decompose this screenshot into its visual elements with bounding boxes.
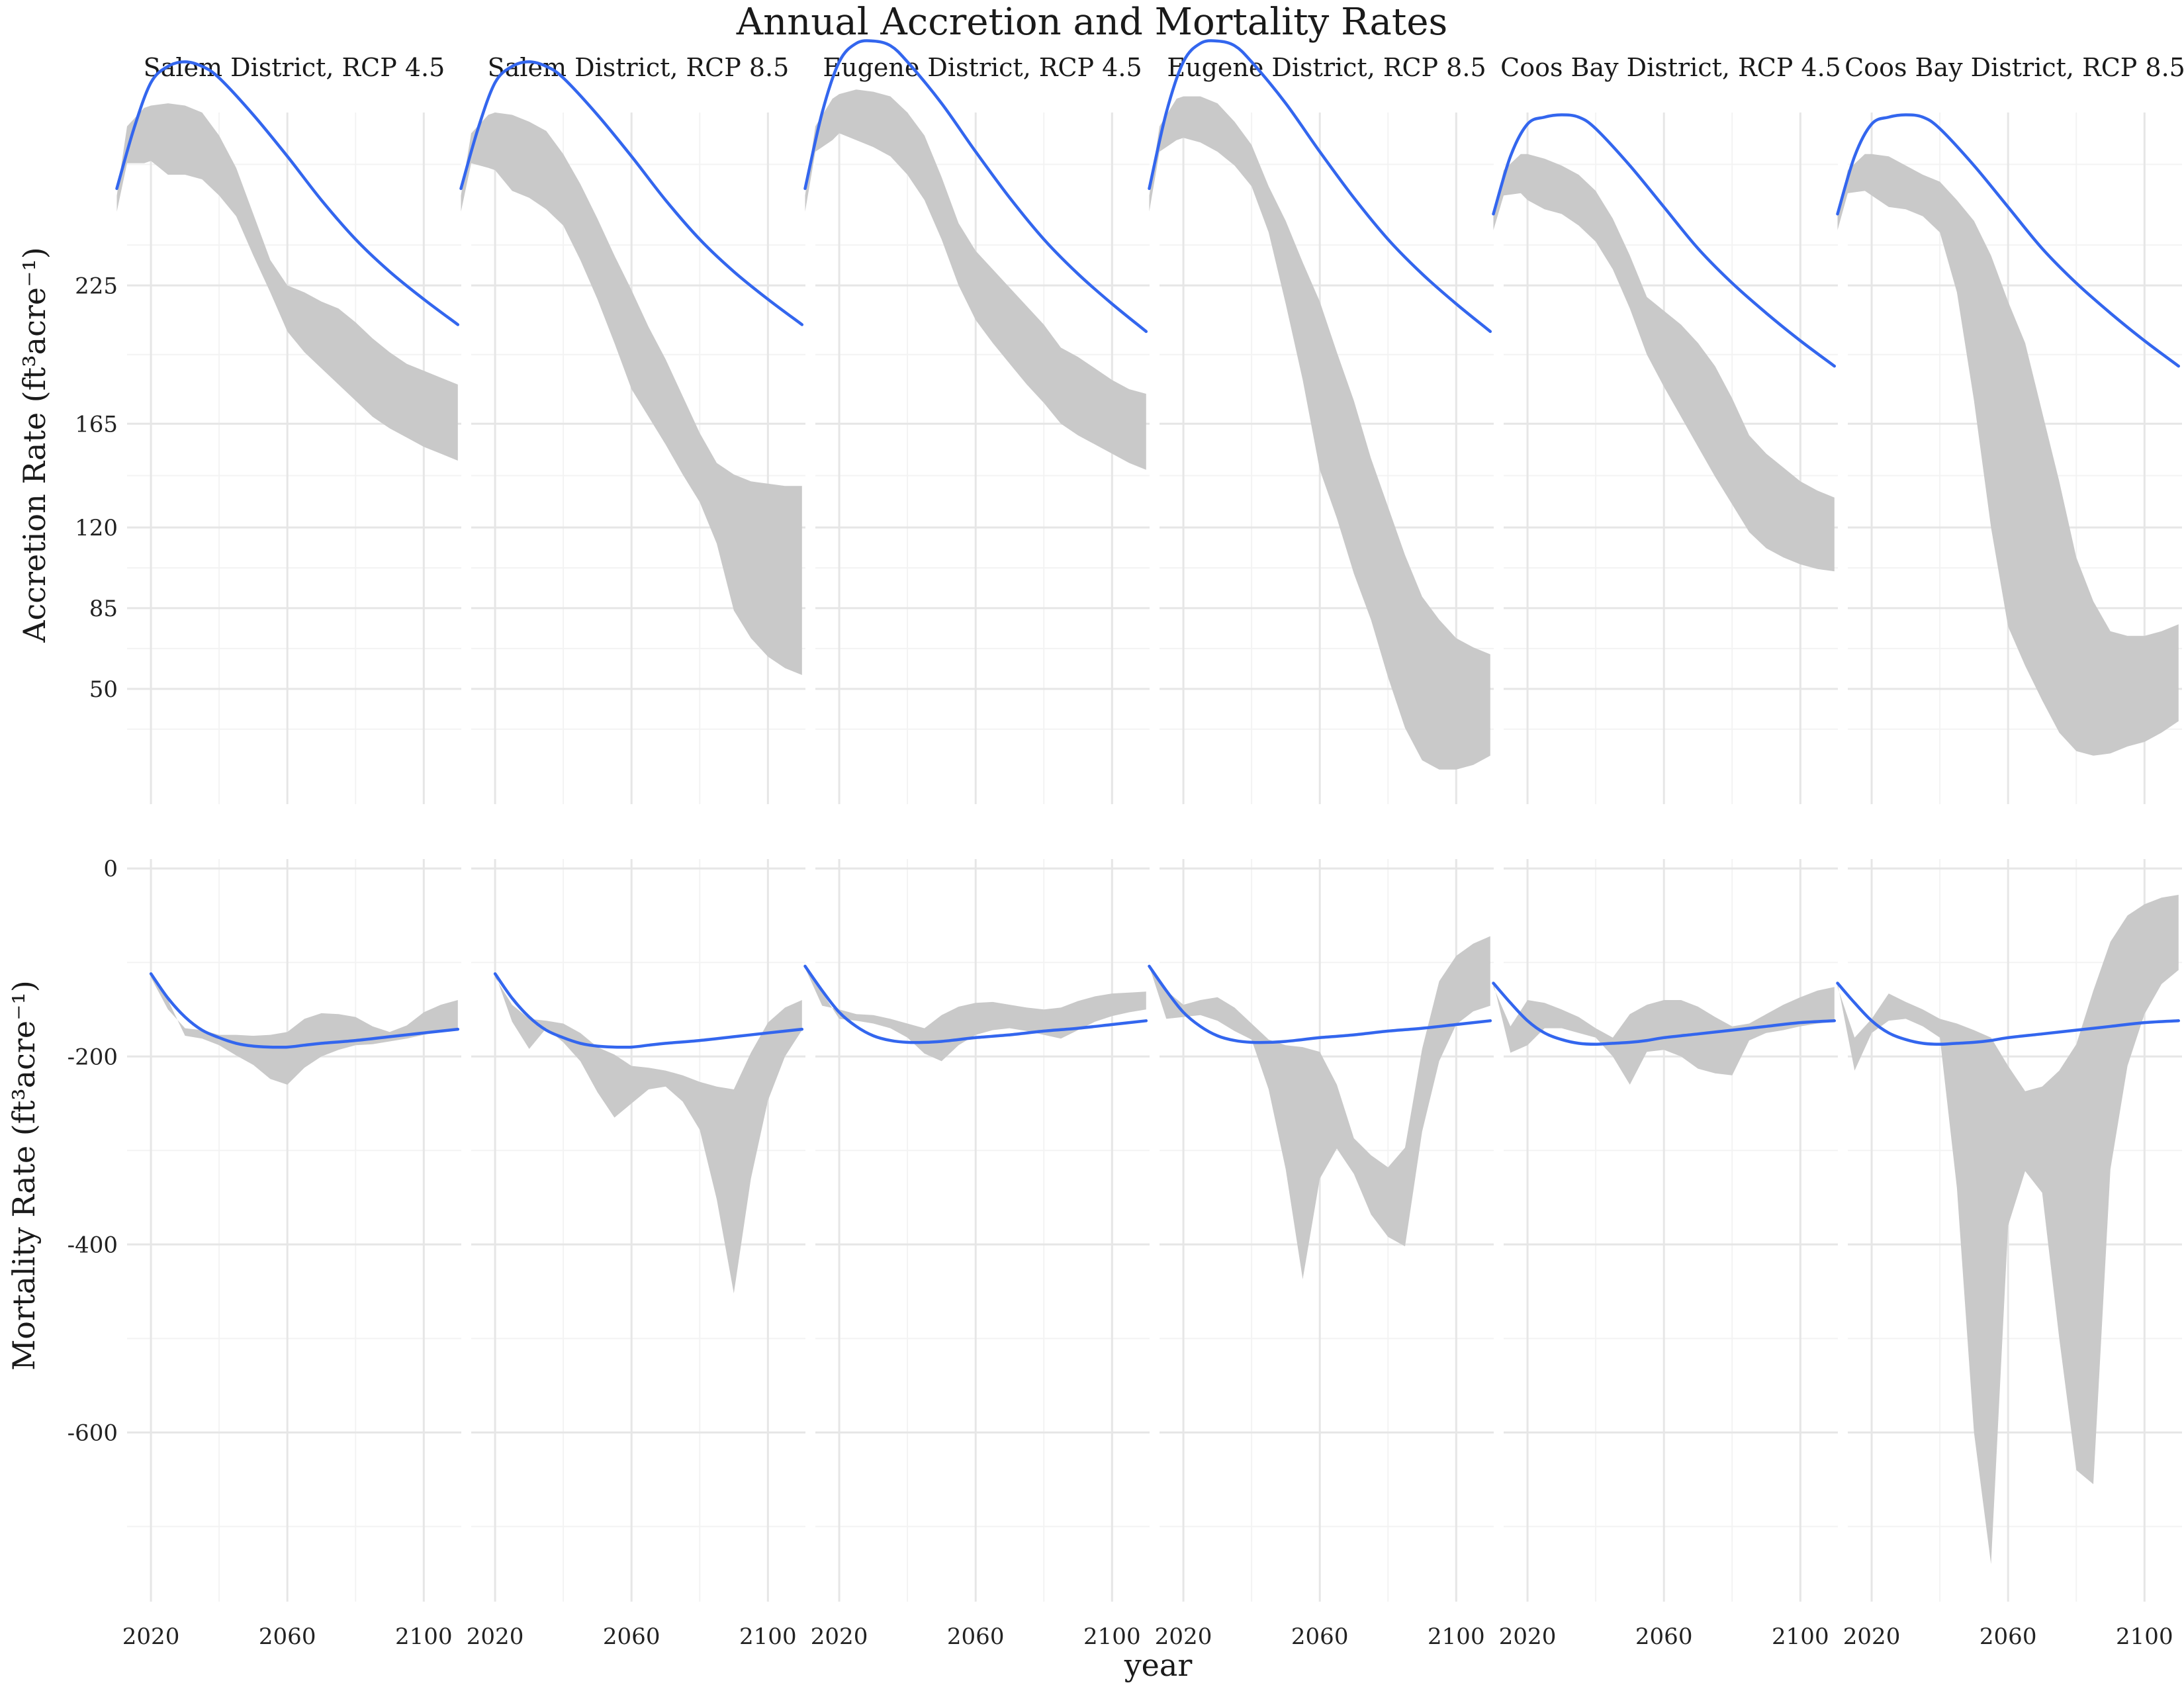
trend-line: [1148, 964, 1492, 1044]
panel: [1148, 39, 1494, 804]
trend-line: [803, 964, 1148, 1044]
chart-title: Annual Accretion and Mortality Rates: [736, 1, 1448, 44]
y-axis-title-mortality: Mortality Rate (ft³acre⁻¹): [6, 980, 42, 1371]
uncertainty-ribbon: [495, 974, 802, 1294]
x-tick-label: 2020: [467, 1623, 524, 1650]
panel: [803, 859, 1150, 1602]
x-tick-label: 2100: [1772, 1623, 1829, 1650]
trend-line: [493, 972, 804, 1049]
x-tick-label: 2060: [259, 1623, 316, 1650]
trend-line: [459, 60, 804, 326]
panel-strip-title: Salem District, RCP 4.5: [144, 53, 445, 82]
x-tick-label: 2020: [1843, 1623, 1901, 1650]
x-tick-label: 2100: [1428, 1623, 1485, 1650]
x-tick-label: 2060: [1979, 1623, 2037, 1650]
y-tick-label: -600: [68, 1420, 118, 1446]
panel: [1836, 113, 2182, 804]
y-tick-label: 120: [75, 515, 118, 541]
uncertainty-ribbon: [1493, 983, 1835, 1085]
trend-line: [115, 60, 460, 326]
panel-strip-title: Coos Bay District, RCP 8.5: [1844, 53, 2184, 82]
panels-layer: Salem District, RCP 4.5 Salem District, R…: [68, 39, 2184, 1650]
trend-line: [1492, 113, 1837, 368]
y-tick-label: 165: [75, 411, 118, 437]
trend-line: [1836, 982, 2181, 1046]
uncertainty-ribbon: [805, 89, 1146, 470]
x-tick-label: 2100: [739, 1623, 797, 1650]
y-axis-title-accretion: Accretion Rate (ft³acre⁻¹): [17, 247, 52, 643]
uncertainty-ribbon: [151, 974, 458, 1085]
y-tick-label: 85: [89, 596, 118, 622]
uncertainty-ribbon: [1493, 154, 1835, 572]
trend-line: [1836, 113, 2181, 368]
uncertainty-ribbon: [1149, 96, 1490, 770]
panel: [1492, 113, 1838, 804]
y-tick-label: 50: [89, 676, 118, 703]
y-tick-label: -400: [68, 1232, 118, 1258]
x-tick-label: 2060: [1635, 1623, 1693, 1650]
panel: [127, 859, 461, 1602]
panel: [115, 60, 461, 804]
y-tick-label: 225: [75, 273, 118, 299]
uncertainty-ribbon: [116, 103, 458, 461]
trend-line: [1148, 39, 1492, 334]
y-tick-label: -200: [68, 1044, 118, 1070]
x-tick-label: 2020: [811, 1623, 868, 1650]
trend-line: [1492, 982, 1837, 1046]
panel: [471, 859, 805, 1602]
uncertainty-ribbon: [1837, 154, 2179, 756]
x-tick-label: 2020: [1155, 1623, 1212, 1650]
panel: [459, 60, 805, 804]
x-axis-title: year: [1124, 1647, 1193, 1683]
panel-strip-title: Salem District, RCP 8.5: [488, 53, 790, 82]
x-tick-label: 2060: [603, 1623, 660, 1650]
trend-line: [803, 39, 1148, 334]
uncertainty-ribbon: [1149, 936, 1490, 1279]
uncertainty-ribbon: [805, 966, 1146, 1062]
x-tick-label: 2100: [395, 1623, 453, 1650]
x-tick-label: 2020: [122, 1623, 180, 1650]
uncertainty-ribbon: [1837, 895, 2179, 1565]
panel: [1492, 859, 1838, 1602]
panel-strip-title: Eugene District, RCP 4.5: [823, 53, 1142, 82]
x-tick-label: 2100: [2116, 1623, 2173, 1650]
panel-strip-title: Coos Bay District, RCP 4.5: [1500, 53, 1841, 82]
x-tick-label: 2060: [1291, 1623, 1349, 1650]
panel: [1148, 859, 1494, 1602]
panel-strip-title: Eugene District, RCP 8.5: [1167, 53, 1486, 82]
panel: [803, 39, 1150, 804]
x-tick-label: 2020: [1499, 1623, 1557, 1650]
x-tick-label: 2060: [947, 1623, 1005, 1650]
x-tick-label: 2100: [1083, 1623, 1141, 1650]
panel: [1836, 859, 2182, 1602]
trend-line: [149, 972, 460, 1049]
y-tick-label: 0: [103, 856, 118, 882]
uncertainty-ribbon: [461, 113, 802, 675]
